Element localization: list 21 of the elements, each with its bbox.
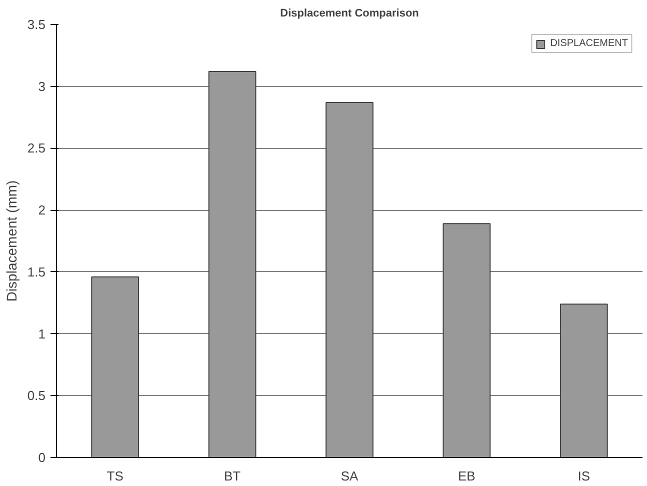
y-tick-label: 2 <box>38 202 46 218</box>
bar <box>326 102 374 458</box>
bar <box>91 276 140 458</box>
y-tick-label: 3 <box>38 78 46 94</box>
bar <box>560 304 608 458</box>
y-tick-label: 0 <box>38 450 46 465</box>
x-tick-label: SA <box>340 468 358 484</box>
bar <box>208 71 256 458</box>
y-tick-label: 1.5 <box>27 264 46 280</box>
y-tick-label: 1 <box>38 326 46 342</box>
y-tick-label: 0.5 <box>27 388 46 404</box>
legend-label: DISPLACEMENT <box>550 38 628 49</box>
y-tick-label: 2.5 <box>27 140 46 156</box>
x-tick-label: BT <box>224 468 241 484</box>
y-tick-label: 3.5 <box>27 17 46 32</box>
bar <box>442 223 491 458</box>
x-tick-label: TS <box>106 468 124 484</box>
x-tick-label: IS <box>578 468 590 484</box>
chart-title: Displacement Comparison <box>280 8 420 20</box>
y-axis-title: Displacement (mm) <box>3 180 20 302</box>
x-tick-label: EB <box>458 468 476 484</box>
